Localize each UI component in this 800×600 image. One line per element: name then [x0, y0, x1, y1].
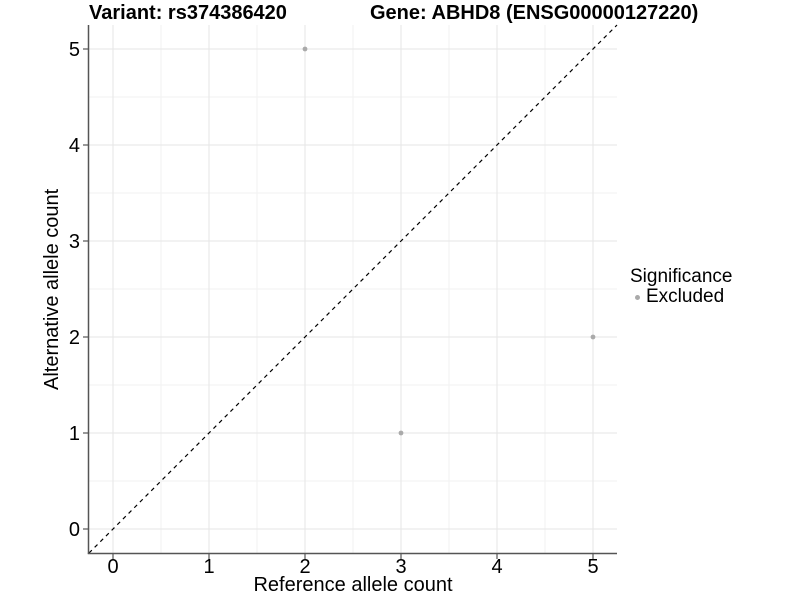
svg-text:1: 1: [69, 423, 80, 445]
svg-text:5: 5: [69, 39, 80, 61]
plot-title-gene: Gene: ABHD8 (ENSG00000127220): [370, 2, 699, 24]
svg-text:5: 5: [587, 556, 598, 578]
svg-text:1: 1: [203, 556, 214, 578]
legend: Significance Excluded: [630, 266, 732, 307]
svg-text:4: 4: [491, 556, 502, 578]
legend-point-icon: [635, 294, 640, 300]
plot-title-variant: Variant: rs374386420: [89, 2, 287, 24]
svg-text:0: 0: [107, 556, 118, 578]
svg-text:0: 0: [69, 519, 80, 541]
svg-text:2: 2: [299, 556, 310, 578]
svg-text:3: 3: [69, 231, 80, 253]
x-axis-title: Reference allele count: [253, 574, 453, 596]
legend-item-label: Excluded: [646, 286, 725, 307]
svg-text:4: 4: [69, 135, 80, 157]
legend-item-excluded: Excluded: [635, 287, 732, 307]
svg-text:2: 2: [69, 327, 80, 349]
legend-title: Significance: [630, 266, 733, 287]
svg-text:3: 3: [395, 556, 406, 578]
